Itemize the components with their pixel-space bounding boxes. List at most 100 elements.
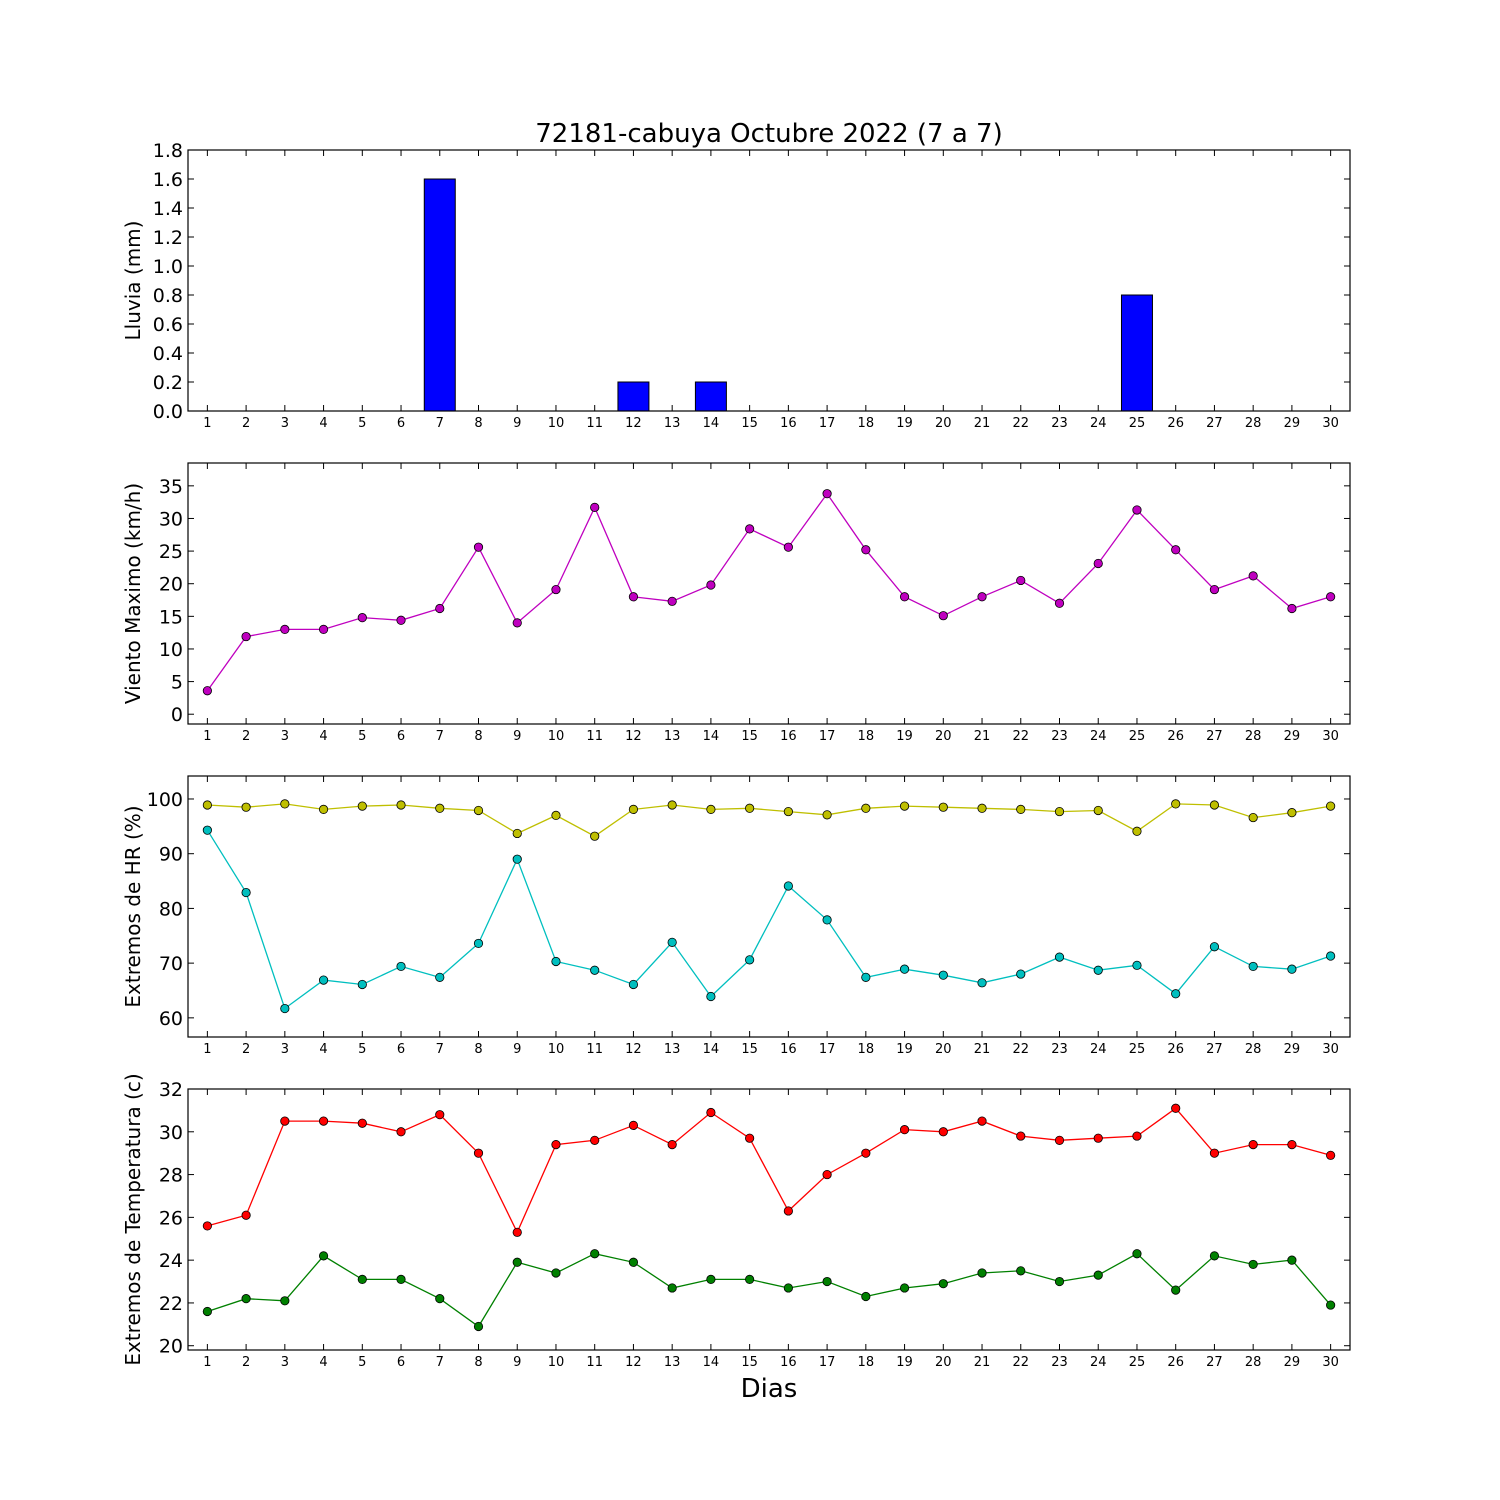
panel-1: Lluvia (mm) 0.0 0.2 0.4 0.6 0.8 1.0 1.2 1.4 1.6 1.… [121,140,1351,431]
x-tick-label: 6 [397,729,405,744]
x-tick-label: 7 [436,729,444,744]
x-tick-label: 10 [548,416,565,431]
x-tick-label: 12 [625,1042,642,1057]
series-1-point-day-24 [1093,1133,1103,1143]
series-1-point-day-9 [512,618,522,628]
series-1-point-day-13 [667,596,677,606]
panel-frame [187,775,1351,1038]
series-2-point-day-10 [551,956,561,967]
series-1-point-day-1 [202,1221,212,1231]
x-tick-label: 8 [474,729,482,744]
series-2-point-day-26 [1171,1285,1181,1295]
series-1-point-day-8 [473,1148,484,1158]
y-tick-label: 20 [159,574,183,596]
x-tick-label: 22 [1012,1355,1029,1370]
x-tick-label: 13 [664,729,681,744]
series-2-point-day-12 [628,1257,639,1267]
series-1-point-day-5 [357,613,367,623]
x-tick-label: 10 [548,1355,565,1370]
y-tick-label: 5 [171,672,183,694]
series-1-point-day-10 [551,584,561,595]
x-tick-label: 17 [819,729,836,744]
x-tick-label: 25 [1129,1355,1146,1370]
x-tick-label: 21 [974,1355,991,1370]
y-tick-label: 35 [159,476,183,498]
x-tick-label: 24 [1090,1042,1107,1057]
x-tick-label: 2 [242,729,250,744]
y-tick-label: 10 [159,639,183,661]
y-tick-label: 15 [159,606,183,628]
series-2-point-day-29 [1287,1255,1297,1265]
x-tick-label: 30 [1322,1042,1339,1057]
x-tick-label: 10 [548,729,565,744]
x-tick-label: 8 [474,1355,482,1370]
x-tick-label: 26 [1167,416,1184,431]
x-tick-label: 4 [319,1355,327,1370]
x-tick-label: 29 [1284,1042,1301,1057]
x-tick-label: 7 [436,1042,444,1057]
x-tick-label: 3 [281,416,289,431]
x-tick-label: 19 [896,1355,913,1370]
panels: Lluvia (mm) 0.0 0.2 0.4 0.6 0.8 1.0 1.2 1.4 1.6 1.… [121,140,1351,1370]
series-2-point-day-27 [1209,1251,1220,1261]
series-1-point-day-30 [1326,1150,1336,1160]
panel-frame [187,462,1351,725]
y-tick-label: 1.0 [153,256,183,278]
series-2-point-day-21 [977,978,987,988]
series-1-point-day-2 [241,1210,251,1220]
series-1-point-day-29 [1287,1140,1297,1150]
y-tick-label: 0.0 [153,401,183,423]
series-2-point-day-28 [1248,1259,1258,1270]
chart-title: 72181-cabuya Octubre 2022 (7 a 7) [535,119,1002,149]
x-tick-label: 9 [513,416,521,431]
series-2-point-day-28 [1248,961,1258,972]
x-tick-label: 22 [1012,1042,1029,1057]
series-1-point-day-28 [1248,1140,1258,1150]
series-1-point-day-26 [1171,545,1181,555]
series-1-point-day-27 [1209,800,1220,810]
series-2-point-day-3 [280,1003,290,1014]
x-tick-label: 17 [819,1042,836,1057]
series-1-point-day-4 [318,1116,329,1126]
series-1-line [206,492,1331,692]
y-tick-label: 1.8 [153,140,183,162]
series-1-point-day-17 [822,810,832,820]
series-2-point-day-9 [512,1257,522,1267]
y-tick-label: 20 [159,1336,183,1358]
x-tick-label: 7 [436,1355,444,1370]
x-tick-label: 12 [625,1355,642,1370]
series-1-point-day-19 [899,1125,910,1135]
series-1-point-day-25 [1132,1131,1142,1141]
series-1-point-day-7 [435,803,445,813]
y-tick-label: 1.4 [153,198,183,220]
series-2-point-day-8 [473,938,484,949]
x-tick-label: 30 [1322,416,1339,431]
series-2-point-day-6 [396,961,406,972]
x-tick-label: 15 [741,1355,758,1370]
series-2-point-day-4 [318,1251,329,1261]
panel-frame [187,1088,1351,1351]
y-tick-label: 30 [159,1122,183,1144]
series-1-point-day-19 [899,801,910,811]
x-tick-label: 20 [935,1355,952,1370]
x-tick-label: 22 [1012,729,1029,744]
series-2-point-day-7 [435,1294,445,1304]
series-1-point-day-18 [861,1148,871,1158]
x-tick-label: 2 [242,1355,250,1370]
series-2-point-day-1 [202,1306,212,1317]
x-tick-label: 25 [1129,729,1146,744]
x-tick-label: 14 [703,1355,720,1370]
series-1-point-day-28 [1248,571,1258,581]
x-tick-label: 28 [1245,1355,1262,1370]
series-2-point-day-3 [280,1296,290,1306]
x-tick-label: 27 [1206,729,1223,744]
x-tick-label: 20 [935,1042,952,1057]
series-1-point-day-21 [977,803,987,813]
y-tick-label: 1.2 [153,227,183,249]
x-tick-label: 14 [703,729,720,744]
series-2-point-day-25 [1132,960,1142,970]
x-tick-label: 9 [513,1355,521,1370]
series-1-point-day-19 [899,592,910,602]
x-tick-label: 11 [586,1355,603,1370]
y-tick-label: 0.6 [153,314,183,336]
